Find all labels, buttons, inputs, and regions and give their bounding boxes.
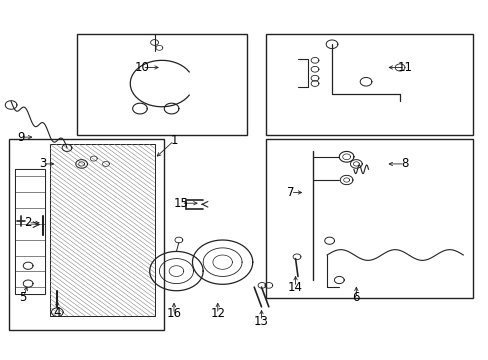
Text: 15: 15: [174, 197, 188, 210]
Text: 13: 13: [254, 315, 268, 328]
Text: 14: 14: [287, 281, 303, 294]
Text: 16: 16: [166, 307, 181, 320]
Text: 8: 8: [401, 157, 408, 170]
Text: 2: 2: [24, 216, 32, 229]
Text: 9: 9: [17, 131, 24, 144]
Text: 5: 5: [20, 291, 27, 305]
Text: 6: 6: [352, 291, 359, 305]
Text: 4: 4: [54, 306, 61, 319]
Polygon shape: [15, 169, 45, 294]
Text: 10: 10: [135, 61, 149, 74]
Text: 12: 12: [210, 307, 225, 320]
Text: 3: 3: [39, 157, 46, 170]
Text: 7: 7: [286, 186, 294, 199]
Polygon shape: [50, 144, 154, 316]
Text: 1: 1: [170, 134, 177, 147]
Text: 11: 11: [397, 61, 411, 74]
